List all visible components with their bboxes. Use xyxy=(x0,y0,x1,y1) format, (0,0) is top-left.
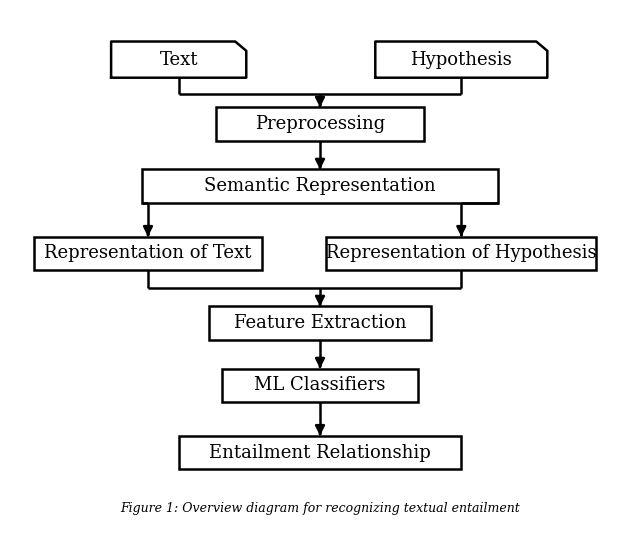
Text: Preprocessing: Preprocessing xyxy=(255,115,385,133)
Text: Representation of Hypothesis: Representation of Hypothesis xyxy=(326,245,596,262)
Text: Feature Extraction: Feature Extraction xyxy=(234,314,406,332)
Bar xyxy=(326,237,596,270)
Text: Semantic Representation: Semantic Representation xyxy=(204,177,436,195)
Text: Figure 1: Overview diagram for recognizing textual entailment: Figure 1: Overview diagram for recognizi… xyxy=(120,502,520,514)
Text: Entailment Relationship: Entailment Relationship xyxy=(209,443,431,462)
Bar xyxy=(35,237,262,270)
Text: Text: Text xyxy=(159,51,198,69)
Bar xyxy=(221,368,419,402)
Bar xyxy=(209,306,431,340)
Bar xyxy=(142,169,498,203)
Text: Representation of Text: Representation of Text xyxy=(44,245,252,262)
Bar xyxy=(179,436,461,470)
Text: Hypothesis: Hypothesis xyxy=(410,51,512,69)
Text: ML Classifiers: ML Classifiers xyxy=(254,376,386,394)
Bar xyxy=(216,108,424,141)
